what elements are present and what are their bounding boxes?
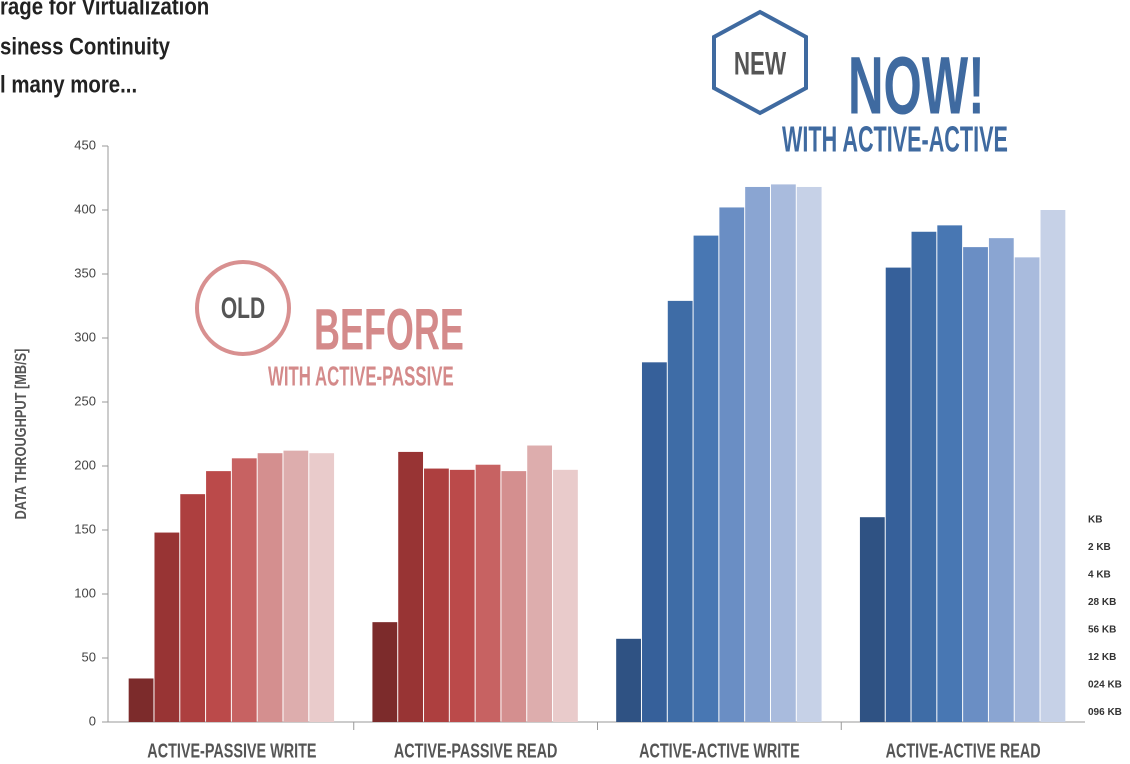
y-tick-label: 350 [74, 265, 96, 280]
bar [309, 453, 335, 722]
bar [475, 464, 501, 722]
new-subtitle: WITH ACTIVE-ACTIVE [782, 120, 1008, 160]
bar [719, 207, 745, 722]
x-label-group: ACTIVE-ACTIVE READ [886, 739, 1041, 762]
legend-label: 28 KB [1088, 597, 1116, 608]
legend-label: 024 KB [1088, 680, 1122, 691]
bar [553, 469, 578, 722]
header-line: rage for Virtualization [0, 0, 209, 20]
legend-label: 2 KB [1088, 542, 1111, 553]
bar [616, 638, 641, 722]
x-tick-label: ACTIVE-ACTIVE WRITE [639, 739, 800, 762]
old-title: BEFORE [314, 298, 464, 363]
new-badge-hexagon [712, 9, 808, 116]
old-badge: OLD [221, 292, 265, 324]
y-label-group: DATA THROUGHPUT [MB/S] [13, 349, 31, 520]
bar [911, 231, 937, 722]
bar [283, 450, 309, 722]
legend-label: 4 KB [1088, 570, 1111, 581]
header-line: siness Continuity [0, 33, 171, 60]
bar [206, 471, 231, 722]
y-tick-label: 200 [74, 457, 96, 472]
bar [796, 186, 822, 722]
bar [667, 300, 693, 722]
old-title-group: BEFORE [314, 298, 464, 363]
bar [231, 458, 257, 722]
bar [257, 453, 283, 722]
legend-label: 096 KB [1088, 707, 1122, 718]
bar [398, 451, 424, 722]
y-tick-label: 50 [82, 649, 96, 664]
old-subtitle-group: WITH ACTIVE-PASSIVE [268, 360, 454, 392]
bar [1014, 257, 1040, 722]
header-line: l many more... [0, 71, 137, 98]
x-tick-label: ACTIVE-PASSIVE READ [394, 739, 558, 762]
new-title-group: NOW! [848, 41, 985, 132]
bar [885, 267, 911, 722]
new-badge: NEW [734, 45, 787, 81]
bar [641, 362, 667, 722]
bar [963, 247, 988, 722]
bar [372, 622, 398, 722]
legend-label: 56 KB [1088, 625, 1116, 636]
legend-label: 12 KB [1088, 652, 1116, 663]
y-axis-label: DATA THROUGHPUT [MB/S] [13, 349, 31, 520]
bar [154, 532, 180, 722]
y-tick-label: 400 [74, 201, 96, 216]
y-tick-label: 450 [74, 137, 96, 152]
bar [449, 469, 475, 722]
x-label-group: ACTIVE-ACTIVE WRITE [639, 739, 800, 762]
bar [988, 238, 1014, 722]
x-label-group: ACTIVE-PASSIVE WRITE [147, 739, 316, 762]
bar [128, 678, 154, 722]
y-tick-label: 0 [89, 713, 96, 728]
old-subtitle: WITH ACTIVE-PASSIVE [268, 360, 454, 392]
old-badge-text: OLD [221, 292, 265, 324]
y-tick-label: 150 [74, 521, 96, 536]
x-label-group: ACTIVE-PASSIVE READ [394, 739, 558, 762]
bar [501, 471, 527, 722]
bar [1040, 210, 1066, 722]
x-tick-label: ACTIVE-PASSIVE WRITE [147, 739, 316, 762]
bar [693, 235, 719, 722]
bar [937, 225, 963, 723]
header: rage for Virtualization siness Continuit… [0, 0, 209, 98]
old-badge-circle [195, 260, 291, 356]
y-tick-label: 100 [74, 585, 96, 600]
bar [180, 494, 206, 722]
y-tick-label: 300 [74, 329, 96, 344]
bar [859, 517, 885, 722]
x-tick-label: ACTIVE-ACTIVE READ [886, 739, 1041, 762]
new-title: NOW! [848, 41, 985, 132]
bar [424, 468, 449, 722]
bar [745, 186, 770, 722]
bar [527, 445, 553, 722]
bar [770, 184, 796, 722]
legend-label: KB [1088, 515, 1102, 526]
new-badge-text: NEW [734, 45, 787, 81]
y-tick-label: 250 [74, 393, 96, 408]
new-subtitle-group: WITH ACTIVE-ACTIVE [782, 120, 1008, 160]
